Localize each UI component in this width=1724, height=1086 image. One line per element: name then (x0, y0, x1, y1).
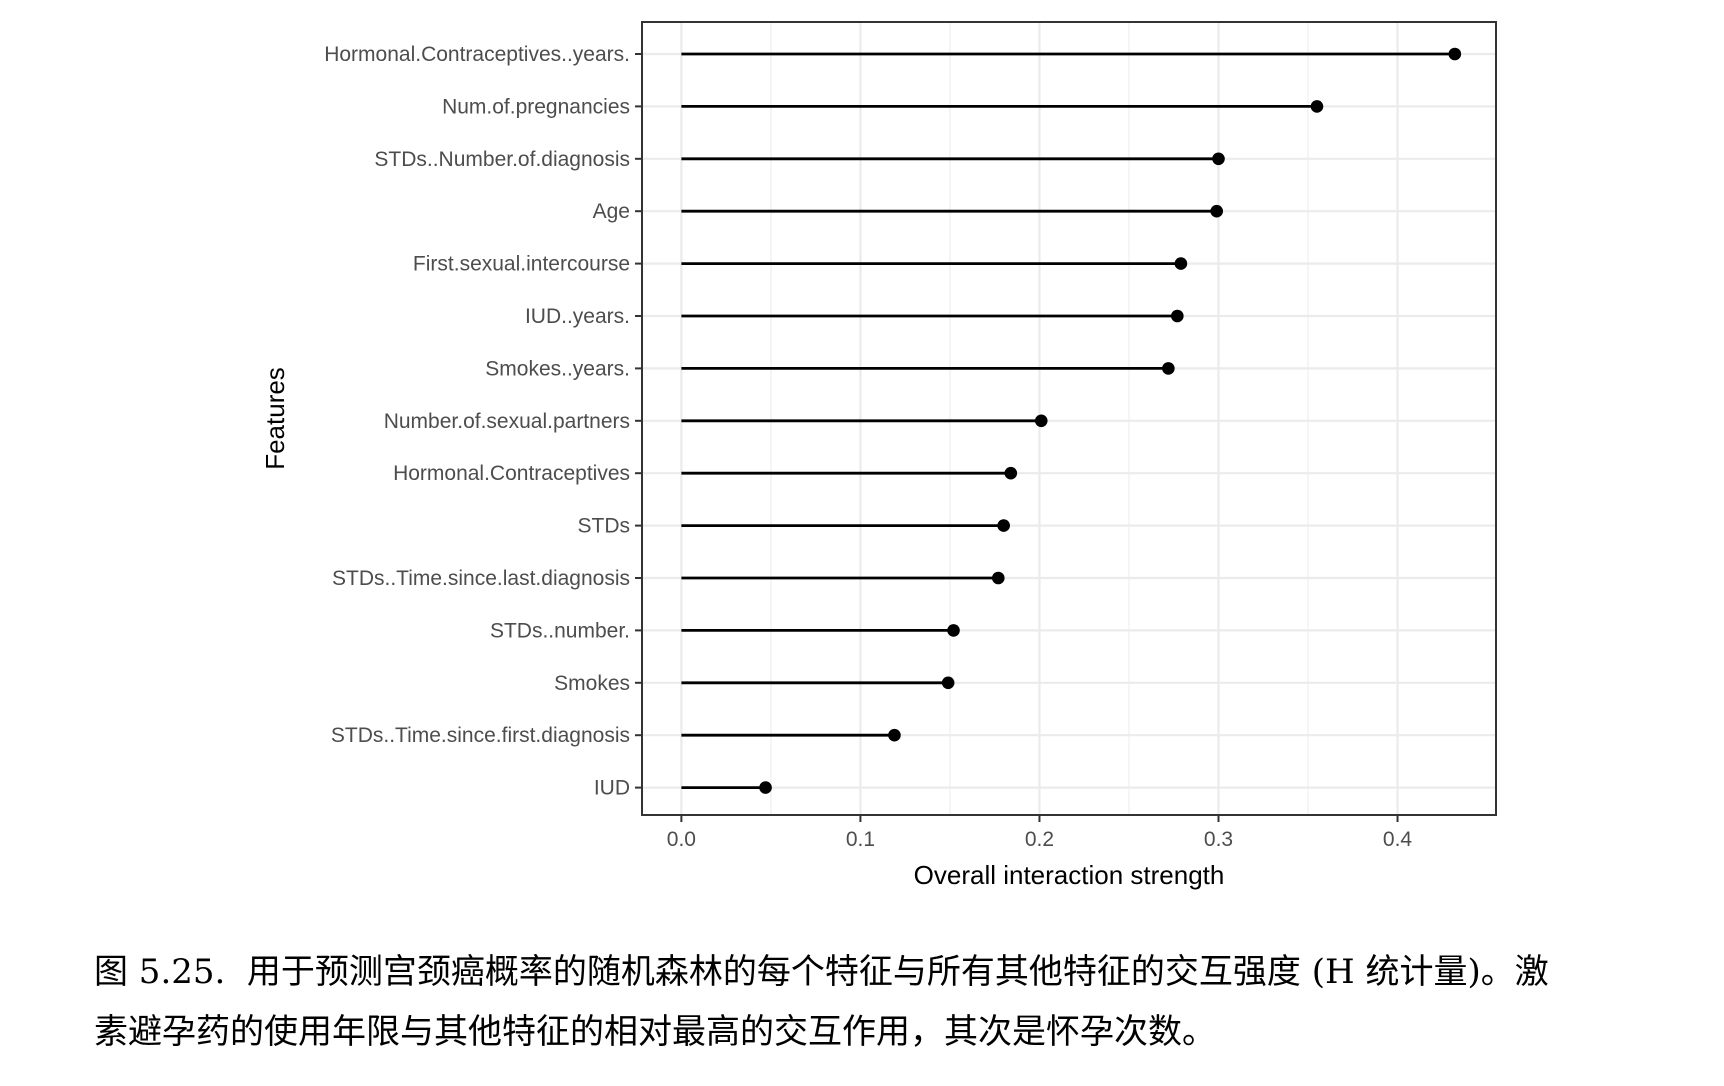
y-tick-label: Smokes..years. (485, 357, 630, 380)
lollipop-5 (681, 309, 1184, 323)
y-tick-label: IUD..years. (525, 305, 630, 328)
y-tick-label: Num.of.pregnancies (442, 95, 630, 118)
lollipop-10 (681, 571, 1005, 585)
lollipop-point (759, 781, 772, 794)
y-tick-label: Smokes (554, 672, 630, 695)
x-tick-label: 0.0 (667, 828, 696, 851)
lollipop-7 (681, 414, 1048, 428)
lollipop-point (1034, 414, 1048, 428)
interaction-strength-chart: Hormonal.Contraceptives..years. Num.of.pr… (260, 21, 1497, 890)
lollipop-point (991, 571, 1005, 585)
y-tick-label: STDs (578, 515, 631, 538)
lollipop-point (1004, 466, 1018, 480)
y-tick-label: IUD (594, 777, 630, 800)
lollipop-point (941, 676, 955, 690)
y-tick-label: Hormonal.Contraceptives (393, 462, 630, 485)
y-tick-label: Hormonal.Contraceptives..years. (324, 43, 630, 66)
y-tick-label: STDs..number. (490, 619, 630, 642)
lollipop-point (997, 519, 1010, 532)
caption-line-1: 图 5.25. 用于预测宫颈癌概率的随机森林的每个特征与所有其他特征的交互强度 … (94, 952, 1549, 992)
lollipop-0 (681, 47, 1462, 61)
x-tick-label: 0.3 (1204, 828, 1233, 851)
lollipop-6 (681, 362, 1175, 375)
x-tick-label: 0.2 (1025, 828, 1054, 851)
lollipop-point (1210, 204, 1224, 218)
lollipop-2 (681, 152, 1225, 166)
lollipop-point (1174, 257, 1188, 270)
y-tick-label: STDs..Number.of.diagnosis (374, 148, 630, 171)
y-tick-label: STDs..Time.since.last.diagnosis (332, 567, 630, 590)
x-tick-label: 0.1 (846, 828, 875, 851)
y-tick-label: Age (593, 200, 630, 223)
lollipop-9 (681, 519, 1010, 532)
lollipop-4 (681, 257, 1188, 270)
caption-line-2: 素避孕药的使用年限与其他特征的相对最高的交互作用，其次是怀孕次数。 (94, 1012, 1216, 1052)
lollipop-12 (681, 676, 955, 690)
lollipop-14 (681, 781, 772, 794)
axes: Hormonal.Contraceptives..years. Num.of.pr… (324, 43, 1412, 851)
lollipop-13 (681, 728, 901, 742)
lollipop-point (947, 624, 960, 637)
lollipop-point (1162, 362, 1175, 375)
x-axis-title: Overall interaction strength (914, 860, 1225, 890)
lollipop-8 (681, 466, 1018, 480)
y-axis-title: Features (260, 367, 290, 470)
data-marks (681, 47, 1462, 794)
x-tick-label: 0.4 (1383, 828, 1413, 851)
y-tick-label: STDs..Time.since.first.diagnosis (331, 724, 630, 747)
lollipop-point (1448, 47, 1462, 61)
plot-panel-border (641, 21, 1497, 816)
lollipop-11 (681, 624, 960, 637)
lollipop-3 (681, 204, 1224, 218)
y-tick-label: Number.of.sexual.partners (384, 410, 630, 433)
chart-svg: Hormonal.Contraceptives..years. Num.of.pr… (260, 21, 1497, 890)
lollipop-point (888, 728, 901, 742)
lollipop-point (1212, 152, 1225, 166)
lollipop-point (1171, 309, 1184, 323)
lollipop-1 (681, 100, 1324, 113)
plot-panel (642, 22, 1496, 815)
y-tick-label: First.sexual.intercourse (413, 253, 630, 276)
figure-caption: 图 5.25. 用于预测宫颈癌概率的随机森林的每个特征与所有其他特征的交互强度 … (94, 942, 1674, 1062)
lollipop-point (1310, 100, 1324, 113)
